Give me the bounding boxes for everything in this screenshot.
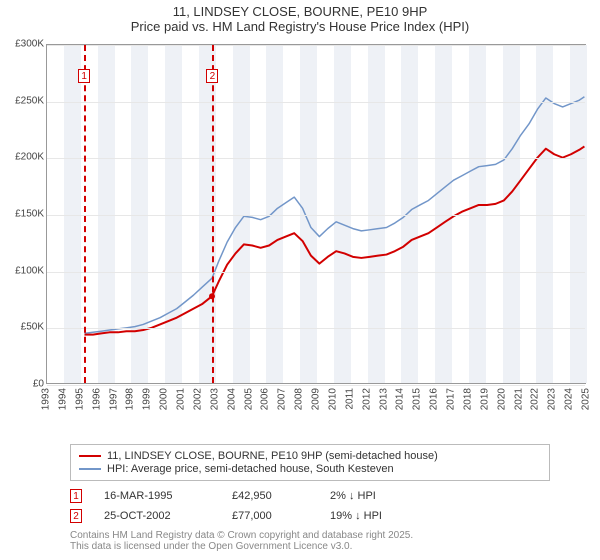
sale-delta-1: 2% ↓ HPI [330, 490, 410, 502]
y-tick-label: £100K [0, 265, 44, 276]
sale-vline [84, 45, 86, 383]
x-tick-label: 2016 [429, 388, 440, 410]
x-tick-label: 2005 [243, 388, 254, 410]
x-tick-label: 2012 [361, 388, 372, 410]
y-tick-label: £0 [0, 379, 44, 390]
plot-area: 12 [46, 44, 586, 384]
x-tick-label: 2023 [547, 388, 558, 410]
sale-marker: 2 [206, 69, 218, 83]
x-tick-label: 2014 [395, 388, 406, 410]
x-tick-label: 2019 [479, 388, 490, 410]
x-tick-label: 1993 [41, 388, 52, 410]
x-tick-label: 2006 [260, 388, 271, 410]
x-tick-label: 2015 [412, 388, 423, 410]
x-tick-label: 1999 [142, 388, 153, 410]
x-tick-label: 1998 [125, 388, 136, 410]
x-tick-label: 2003 [209, 388, 220, 410]
y-tick-label: £300K [0, 39, 44, 50]
sale-delta-2: 19% ↓ HPI [330, 510, 410, 522]
chart-lines-svg [47, 45, 585, 383]
x-tick-label: 1995 [74, 388, 85, 410]
x-tick-label: 2008 [294, 388, 305, 410]
chart-container: 12 £0£50K£100K£150K£200K£250K£300K199319… [0, 38, 600, 438]
sale-price-1: £42,950 [232, 490, 312, 502]
footer-line2: This data is licensed under the Open Gov… [70, 541, 413, 552]
legend-row-price: 11, LINDSEY CLOSE, BOURNE, PE10 9HP (sem… [79, 450, 541, 462]
x-tick-label: 1996 [91, 388, 102, 410]
x-tick-label: 2000 [159, 388, 170, 410]
x-tick-label: 2001 [176, 388, 187, 410]
x-tick-label: 2022 [530, 388, 541, 410]
legend-row-hpi: HPI: Average price, semi-detached house,… [79, 463, 541, 475]
y-tick-label: £50K [0, 322, 44, 333]
sale-price-2: £77,000 [232, 510, 312, 522]
x-tick-label: 2013 [378, 388, 389, 410]
x-tick-label: 2018 [462, 388, 473, 410]
series-price_paid [84, 146, 584, 334]
x-tick-label: 2004 [226, 388, 237, 410]
sale-row-1: 1 16-MAR-1995 £42,950 2% ↓ HPI [70, 486, 410, 506]
sale-date-2: 25-OCT-2002 [104, 510, 214, 522]
chart-title-sub: Price paid vs. HM Land Registry's House … [0, 19, 600, 34]
x-tick-label: 2011 [344, 388, 355, 410]
x-tick-label: 2007 [277, 388, 288, 410]
y-tick-label: £150K [0, 209, 44, 220]
sale-row-2: 2 25-OCT-2002 £77,000 19% ↓ HPI [70, 506, 410, 526]
x-tick-label: 2024 [564, 388, 575, 410]
chart-title-address: 11, LINDSEY CLOSE, BOURNE, PE10 9HP [0, 4, 600, 19]
x-tick-label: 2021 [513, 388, 524, 410]
legend-swatch-price [79, 455, 101, 457]
footer-line1: Contains HM Land Registry data © Crown c… [70, 530, 413, 541]
x-tick-label: 1997 [108, 388, 119, 410]
chart-title-block: 11, LINDSEY CLOSE, BOURNE, PE10 9HP Pric… [0, 0, 600, 36]
x-tick-label: 2025 [581, 388, 592, 410]
footer-attribution: Contains HM Land Registry data © Crown c… [70, 530, 413, 552]
legend-swatch-hpi [79, 468, 101, 470]
sale-marker: 1 [78, 69, 90, 83]
x-tick-label: 1994 [57, 388, 68, 410]
x-tick-label: 2020 [496, 388, 507, 410]
sale-marker-2-icon: 2 [70, 509, 82, 523]
x-tick-label: 2010 [327, 388, 338, 410]
y-tick-label: £250K [0, 95, 44, 106]
legend-label-price: 11, LINDSEY CLOSE, BOURNE, PE10 9HP (sem… [107, 450, 438, 462]
legend: 11, LINDSEY CLOSE, BOURNE, PE10 9HP (sem… [70, 444, 550, 481]
y-tick-label: £200K [0, 152, 44, 163]
sales-table: 1 16-MAR-1995 £42,950 2% ↓ HPI 2 25-OCT-… [70, 486, 410, 526]
sale-marker-1-icon: 1 [70, 489, 82, 503]
sale-date-1: 16-MAR-1995 [104, 490, 214, 502]
legend-label-hpi: HPI: Average price, semi-detached house,… [107, 463, 394, 475]
sale-vline [212, 45, 214, 383]
x-tick-label: 2009 [311, 388, 322, 410]
x-tick-label: 2017 [446, 388, 457, 410]
x-tick-label: 2002 [192, 388, 203, 410]
